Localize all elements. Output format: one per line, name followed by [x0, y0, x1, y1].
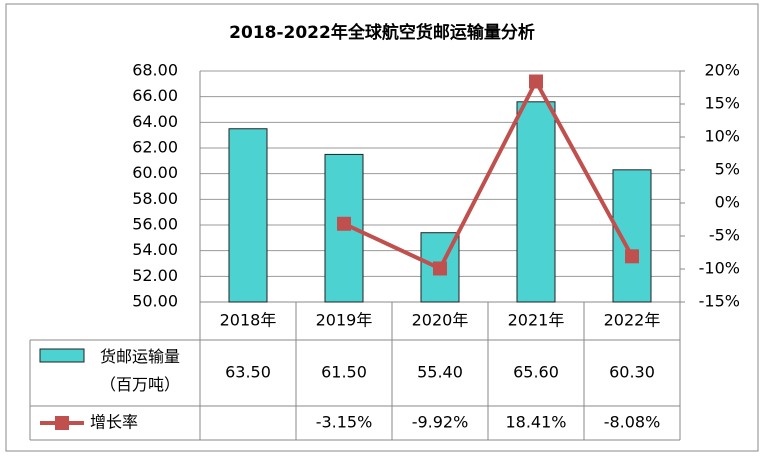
y2-tick-label: -10% [699, 259, 740, 278]
data-label: -8.08% [604, 413, 661, 432]
data-label: 65.60 [513, 363, 559, 382]
line-marker [337, 216, 351, 231]
y-tick-label: 58.00 [132, 189, 178, 208]
x-tick-label: 2019年 [316, 311, 373, 330]
data-label: 18.41% [505, 413, 566, 432]
x-tick-label: 2018年 [220, 311, 277, 330]
y-tick-label: 62.00 [132, 138, 178, 157]
y2-tick-label: 10% [704, 127, 740, 146]
y2-tick-label: -15% [699, 292, 740, 311]
legend-swatch [39, 348, 85, 363]
y-tick-label: 66.00 [132, 86, 178, 105]
bar [516, 101, 556, 303]
legend-label-line: （百万吨） [100, 375, 180, 394]
legend-marker [55, 416, 69, 430]
y-tick-label: 50.00 [132, 292, 178, 311]
chart-title: 2018-2022年全球航空货邮运输量分析 [229, 22, 535, 43]
y-tick-label: 54.00 [132, 240, 178, 259]
line-marker [433, 261, 447, 276]
bar [228, 128, 268, 303]
y-tick-label: 64.00 [132, 112, 178, 131]
line [343, 77, 634, 272]
y2-tick-label: 20% [704, 61, 740, 80]
y2-tick-label: -5% [709, 226, 740, 245]
data-label: 60.30 [609, 363, 655, 382]
y2-tick-label: 5% [715, 160, 740, 179]
data-label: -9.92% [412, 413, 469, 432]
y-tick-label: 52.00 [132, 266, 178, 285]
x-tick-label: 2020年 [412, 311, 469, 330]
x-tick-label: 2021年 [508, 311, 565, 330]
data-label: 63.50 [225, 363, 271, 382]
line-marker [625, 249, 639, 264]
legend-label: 货邮运输量 （百万吨） [100, 347, 180, 394]
line-marker [529, 74, 543, 89]
data-label: 55.40 [417, 363, 463, 382]
y2-tick-label: 15% [704, 94, 740, 113]
y2-tick-label: 0% [715, 193, 740, 212]
legend-label: 增长率 [90, 413, 138, 432]
data-label: -3.15% [316, 413, 373, 432]
y-tick-label: 68.00 [132, 61, 178, 80]
legend-label-line: 货邮运输量 [100, 347, 180, 366]
y-tick-label: 60.00 [132, 163, 178, 182]
x-tick-label: 2022年 [604, 311, 661, 330]
data-label: 61.50 [321, 363, 367, 382]
y-tick-label: 56.00 [132, 215, 178, 234]
